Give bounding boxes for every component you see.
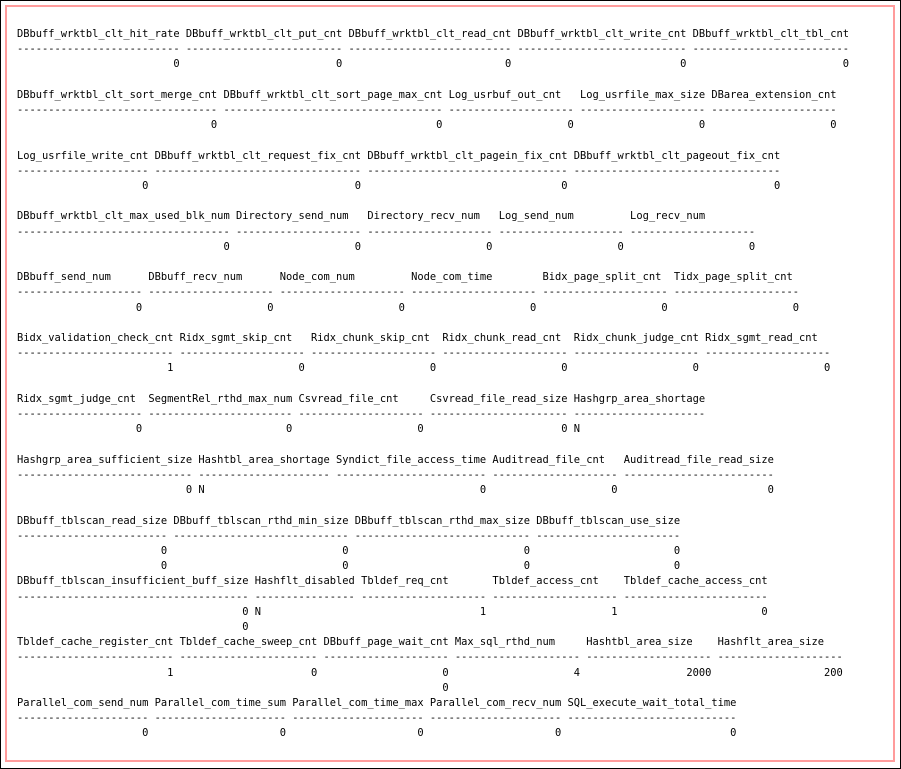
statistics-output: DBbuff_wrktbl_clt_hit_rate DBbuff_wrktbl… xyxy=(17,27,849,742)
stats-block-12: Parallel_com_send_num Parallel_com_time_… xyxy=(17,696,737,740)
stats-block-10: DBbuff_tblscan_insufficient_buff_size Ha… xyxy=(17,575,768,633)
stats-block-7: Ridx_sgmt_judge_cnt SegmentRel_rthd_max_… xyxy=(17,392,706,436)
stats-block-4: DBbuff_wrktbl_clt_max_used_blk_num Direc… xyxy=(17,210,756,253)
stats-block-9: DBbuff_tblscan_read_size DBbuff_tblscan_… xyxy=(17,514,681,573)
stats-block-6: Bidx_validation_check_cnt Ridx_sgmt_skip… xyxy=(17,332,831,375)
stats-block-3: Log_usrfile_write_cnt DBbuff_wrktbl_clt_… xyxy=(17,149,781,193)
stats-block-1: DBbuff_wrktbl_clt_hit_rate DBbuff_wrktbl… xyxy=(17,28,850,71)
stats-block-11: Tbldef_cache_register_cnt Tbldef_cache_s… xyxy=(17,636,843,694)
stats-block-5: DBbuff_send_num DBbuff_recv_num Node_com… xyxy=(17,271,799,314)
content-border: DBbuff_wrktbl_clt_hit_rate DBbuff_wrktbl… xyxy=(5,5,895,762)
stats-block-8: Hashgrp_area_sufficient_size Hashtbl_are… xyxy=(17,453,774,497)
stats-block-2: DBbuff_wrktbl_clt_sort_merge_cnt DBbuff_… xyxy=(17,88,837,132)
